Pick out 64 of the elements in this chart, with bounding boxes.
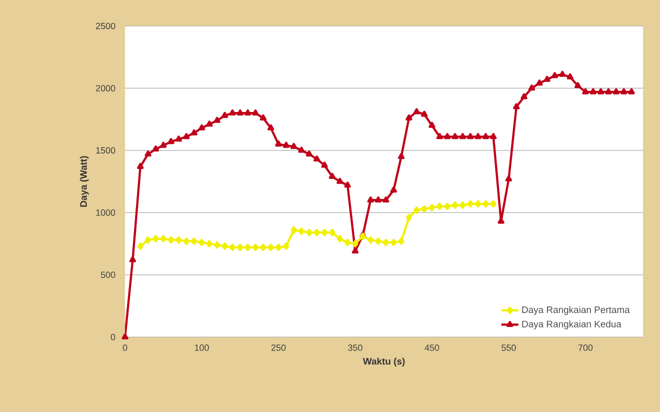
point	[198, 238, 205, 246]
point	[229, 244, 236, 252]
point	[176, 236, 182, 244]
point	[314, 228, 320, 236]
x-tick-label: 350	[348, 344, 362, 351]
legend-label: Daya Rangkaian Kedua	[522, 320, 622, 330]
point	[283, 242, 290, 250]
point	[290, 226, 297, 234]
y-tick-label: 1500	[96, 147, 116, 154]
y-tick-label: 0	[110, 334, 116, 340]
point	[444, 202, 450, 210]
point	[336, 235, 343, 242]
point	[382, 238, 389, 246]
x-tick-label: 550	[502, 344, 516, 351]
point	[375, 238, 382, 245]
point	[168, 236, 174, 244]
point	[452, 201, 458, 209]
x-tick-label: 700	[578, 344, 593, 351]
point	[421, 205, 428, 213]
point	[460, 201, 466, 209]
point	[160, 235, 166, 242]
x-tick-label: 250	[271, 344, 286, 351]
point	[321, 228, 328, 236]
point	[244, 244, 251, 252]
point	[206, 240, 212, 248]
y-axis-title: Daya (Watt)	[80, 156, 89, 207]
x-axis-title: Waktu (s)	[362, 358, 405, 367]
point	[306, 228, 312, 236]
point	[398, 238, 404, 245]
point	[406, 214, 412, 222]
point	[436, 202, 443, 210]
legend-label: Daya Rangkaian Pertama	[522, 306, 630, 315]
y-tick-label: 500	[100, 272, 116, 278]
point	[474, 200, 482, 208]
point	[368, 236, 374, 244]
point	[214, 241, 220, 249]
x-tick-label: 450	[424, 344, 440, 351]
point	[490, 200, 496, 208]
point	[482, 200, 489, 208]
point	[260, 244, 266, 252]
point	[329, 228, 336, 236]
point	[428, 204, 436, 212]
point	[183, 238, 190, 245]
x-tick-label: 100	[194, 344, 209, 351]
y-tick-label: 2000	[96, 85, 116, 92]
point	[414, 206, 420, 214]
point	[152, 235, 159, 242]
point	[352, 240, 358, 248]
point	[275, 244, 282, 252]
point	[467, 200, 474, 208]
point	[137, 242, 144, 250]
point	[144, 236, 152, 244]
y-tick-label: 1000	[96, 209, 116, 216]
x-tick-label: 0	[122, 344, 128, 351]
y-tick-label: 2500	[96, 22, 116, 30]
point	[344, 238, 351, 246]
point	[191, 238, 198, 245]
point	[268, 244, 274, 252]
point	[390, 238, 397, 246]
point	[222, 242, 228, 250]
point	[252, 244, 258, 252]
point	[298, 228, 305, 235]
point	[237, 244, 244, 252]
point	[360, 232, 366, 240]
